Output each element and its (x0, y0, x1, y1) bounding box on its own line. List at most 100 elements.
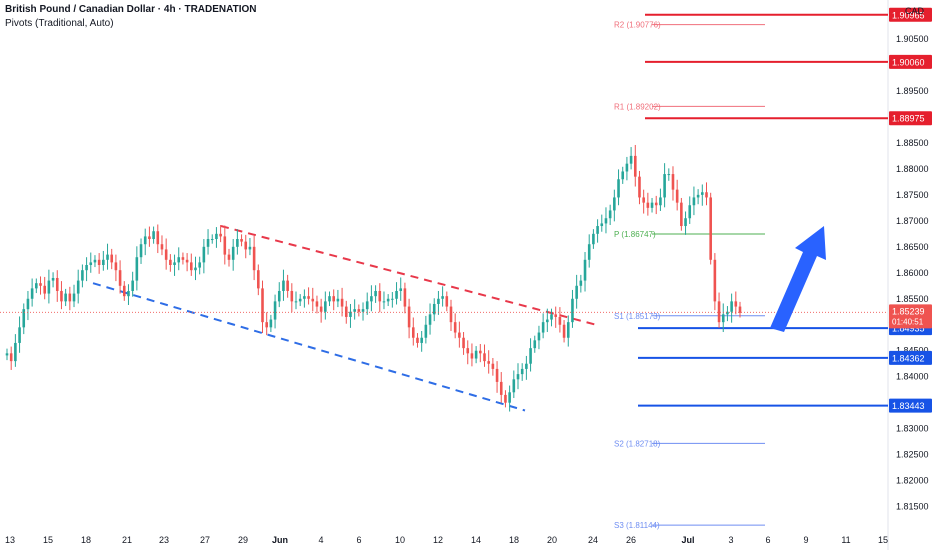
candle-body (72, 293, 76, 302)
bullish-arrow-shape (770, 226, 826, 332)
candle-body (466, 348, 470, 354)
candle-body (236, 239, 239, 247)
candle-body (516, 374, 520, 380)
candle-body (646, 202, 650, 208)
candle-body (608, 210, 612, 219)
x-tick-label: 29 (238, 535, 248, 545)
x-tick-label: 3 (728, 535, 733, 545)
candle-body (43, 285, 46, 294)
candle-body (357, 309, 361, 312)
x-tick-label: 6 (356, 535, 361, 545)
candle-body (81, 270, 84, 281)
candle-body (520, 368, 524, 375)
candle-body (93, 259, 97, 263)
candle-body (562, 324, 566, 338)
candle-body (566, 322, 570, 338)
candle-body (453, 322, 457, 333)
candle-body (738, 306, 742, 313)
resistance-price-tag-bg (889, 7, 932, 22)
time-axis[interactable]: 13 15 18 21 23 27 29 Jun 4 6 10 12 14 18 20 24 26 Jul 3 6 9 1… (5, 535, 888, 545)
candle-body (244, 241, 248, 250)
y-tick-label: 1.85500 (896, 294, 929, 304)
y-tick-label: 1.86500 (896, 242, 929, 252)
candle-body (495, 368, 499, 382)
candle-body (458, 332, 461, 338)
candle-body (730, 301, 733, 312)
candle-body (311, 298, 315, 302)
x-tick-label: 26 (626, 535, 636, 545)
candle-body (470, 353, 474, 359)
y-tick-label: 1.82500 (896, 450, 929, 460)
candle-body (638, 176, 641, 198)
y-tick-label: 1.84500 (896, 346, 929, 356)
candle-body (424, 324, 428, 338)
candle-body (386, 298, 390, 302)
candle-body (139, 244, 143, 258)
y-tick-label: 1.87000 (896, 216, 929, 226)
candle-body (613, 197, 616, 211)
support-price-tag-bg (889, 398, 932, 413)
candle-body (721, 314, 725, 323)
candle-body (499, 381, 503, 395)
candle-body (206, 239, 210, 247)
candle-body (160, 244, 164, 250)
candle-body (219, 233, 222, 237)
candle-body (227, 254, 231, 260)
candle-body (315, 301, 319, 307)
y-tick-label: 1.88000 (896, 164, 929, 174)
support-price-tag-bg (889, 350, 932, 365)
candle-body (705, 192, 708, 198)
candle-body (5, 353, 9, 356)
x-tick-label: 10 (395, 535, 405, 545)
x-tick-label: Jun (272, 535, 288, 545)
candle-body (491, 363, 495, 369)
level-labels: 1.90965 1.90060 1.88975 1.84935 1.84362 1.834… (889, 7, 932, 413)
candle-body (60, 290, 63, 302)
resistance-price-tag: 1.88975 (892, 114, 925, 124)
candle-body (18, 327, 21, 343)
candle-body (688, 205, 692, 219)
candle-body (240, 239, 243, 242)
candle-body (344, 306, 348, 317)
candle-body (261, 288, 264, 323)
candle-body (143, 236, 147, 245)
candle-body (462, 337, 465, 349)
candle-body (135, 257, 139, 281)
candle-body (198, 262, 201, 268)
candle-body (152, 231, 155, 240)
candle-body (97, 259, 101, 265)
x-tick-label: 9 (803, 535, 808, 545)
candle-body (277, 290, 281, 302)
candle-body (286, 280, 289, 291)
candle-body (474, 350, 478, 359)
price-axis[interactable]: 1.905001.900001.895001.885001.880001.875… (896, 34, 929, 512)
candle-body (361, 309, 365, 312)
support-price-tag: 1.84935 (892, 324, 925, 334)
resistance-price-tag: 1.90965 (892, 10, 925, 20)
candle-body (407, 306, 411, 328)
candle-body (684, 218, 687, 227)
candle-body (252, 246, 256, 271)
candle-body (303, 296, 306, 299)
x-tick-label: 24 (588, 535, 598, 545)
candle-body (156, 231, 160, 245)
candle-body (215, 233, 218, 240)
x-tick-label: 20 (547, 535, 557, 545)
price-axis-bg (888, 0, 932, 550)
candle-body (231, 246, 235, 260)
candle-body (332, 296, 336, 302)
candle-body (378, 290, 382, 302)
candle-body (122, 285, 126, 297)
x-tick-label: 23 (159, 535, 169, 545)
y-tick-label: 1.82000 (896, 476, 929, 486)
pivot-label: S1 (1.85173) (614, 312, 661, 321)
x-tick-label: 14 (471, 535, 481, 545)
pivot-label: R2 (1.90776) (614, 21, 661, 30)
candle-body (210, 239, 214, 241)
candle-body (106, 254, 109, 260)
candle-body (667, 174, 671, 176)
candle-body (592, 233, 595, 245)
candle-body (537, 332, 541, 341)
indicator-label[interactable]: Pivots (Traditional, Auto) (5, 18, 114, 29)
